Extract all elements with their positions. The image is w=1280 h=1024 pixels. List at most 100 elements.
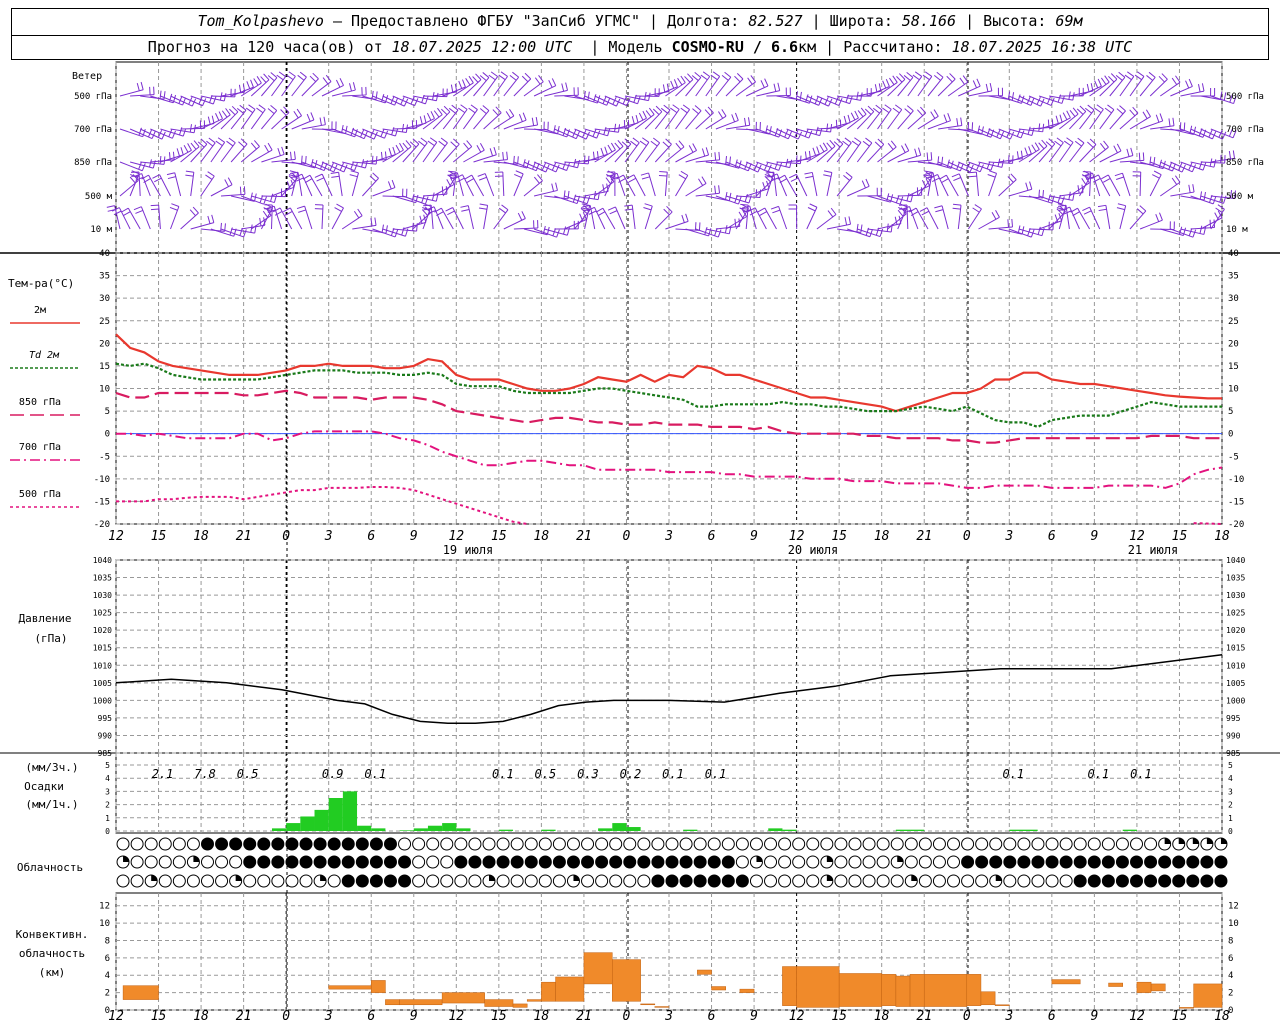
conv-xtick: 6 xyxy=(708,1009,716,1024)
conv-ytick-right: 4 xyxy=(1228,971,1233,981)
wind-barb-feather xyxy=(772,209,781,214)
wind-barb-feather xyxy=(121,207,129,213)
wind-barb-feather xyxy=(655,105,663,113)
wind-barb-feather xyxy=(498,74,506,81)
conv-xtick: 21 xyxy=(576,1009,592,1024)
cloud-symbol xyxy=(341,874,355,888)
temp-xtick: 15 xyxy=(1172,529,1188,544)
wind-barb-feather xyxy=(937,156,940,165)
wind-barb xyxy=(473,77,490,97)
wind-barb-feather xyxy=(1104,75,1110,83)
cloud-symbol xyxy=(764,837,778,851)
wind-barb-feather xyxy=(264,144,270,153)
wind-barb-feather xyxy=(412,138,420,145)
model-unit: км xyxy=(798,38,817,56)
wind-barb-feather xyxy=(429,137,438,143)
cloud-symbol xyxy=(1087,874,1101,888)
wind-barb-feather xyxy=(604,146,608,155)
date-label: 19 июля xyxy=(443,543,494,557)
wind-barb-feather xyxy=(168,129,173,137)
cloud-symbol xyxy=(468,837,482,851)
wind-barb-feather xyxy=(250,142,257,150)
wind-barb-feather xyxy=(373,131,378,140)
wind-barb-feather xyxy=(178,95,183,104)
wind-barb-feather xyxy=(824,96,829,105)
wind-barb-feather xyxy=(293,151,296,160)
wind-barb-feather xyxy=(882,107,890,114)
wind-barb-feather xyxy=(1070,207,1078,213)
cloud-symbol xyxy=(538,837,552,851)
wind-barb-feather xyxy=(239,104,247,111)
temp-ytick-left: 5 xyxy=(105,407,110,417)
wind-barb-feather xyxy=(380,129,385,137)
wind-barb-feather xyxy=(830,207,837,215)
wind-barb-feather xyxy=(919,207,928,212)
cloud-symbol xyxy=(130,837,144,851)
wind-barb-feather xyxy=(1191,164,1197,173)
wind-barb-feather xyxy=(583,91,586,100)
wind-barb-feather xyxy=(672,104,680,110)
conv-ytick-left: 8 xyxy=(105,936,110,946)
precip-bar xyxy=(371,828,386,831)
press-ytick-right: 1015 xyxy=(1226,644,1245,653)
wind-barb-feather xyxy=(583,155,586,164)
wind-barb-feather xyxy=(1183,122,1186,131)
wind-barb-feather xyxy=(296,205,305,210)
wind-barb xyxy=(1160,81,1181,97)
wind-barb-feather xyxy=(354,129,358,137)
cloud-symbol xyxy=(144,837,158,851)
precip-bar xyxy=(683,829,698,831)
wind-barb-feather xyxy=(848,216,852,225)
wind-barb-feather xyxy=(1063,210,1072,215)
wind-barb xyxy=(129,173,140,197)
cloud-symbol xyxy=(806,855,820,869)
cloud-symbol xyxy=(890,837,904,851)
wind-barb-feather xyxy=(129,176,136,184)
wind-barb-feather xyxy=(875,104,883,111)
wind-barb-feather xyxy=(167,176,176,180)
wind-barb-feather xyxy=(904,143,910,151)
precip-bar xyxy=(442,823,457,831)
cloud-symbol xyxy=(426,837,440,851)
wind-barb-feather xyxy=(1108,75,1115,83)
wind-barb xyxy=(941,205,949,230)
wind-barb-feather xyxy=(478,207,488,210)
forecast-label: Прогноз на 120 часа(ов) от xyxy=(147,38,383,56)
wind-barb-feather xyxy=(437,107,443,115)
wind-barb-feather xyxy=(1129,109,1136,117)
cloud-symbol xyxy=(383,874,397,888)
cloud-symbol xyxy=(229,855,243,869)
conv-ytick-left: 10 xyxy=(99,919,110,929)
wind-barb-feather xyxy=(211,115,215,124)
cloud-symbol xyxy=(876,855,890,869)
wind-barb-feather xyxy=(626,174,635,180)
wind-barb-feather xyxy=(626,98,631,106)
wind-barb-feather xyxy=(260,76,267,83)
cloud-symbol xyxy=(778,874,792,888)
wind-barb-feather xyxy=(757,207,766,213)
wind-barb-feather xyxy=(1061,95,1065,104)
cloud-symbol xyxy=(623,837,637,851)
wind-barb-feather xyxy=(514,174,522,179)
cloud-symbol xyxy=(595,837,609,851)
press-ytick-left: 1030 xyxy=(93,591,112,600)
wind-barb-feather xyxy=(283,207,291,213)
wind-barb-feather xyxy=(1047,194,1051,203)
cloud-symbol xyxy=(1073,837,1087,851)
wind-barb-feather xyxy=(349,174,358,178)
wind-barb xyxy=(493,209,509,230)
cloud-symbol xyxy=(735,855,749,869)
wind-barb xyxy=(200,95,225,102)
cloud-symbol xyxy=(623,874,637,888)
wind-barb xyxy=(1097,174,1111,197)
cloud-symbol xyxy=(1172,855,1186,869)
wind-barb xyxy=(372,187,396,197)
cloud-symbol-part xyxy=(151,875,158,881)
wind-barb-feather xyxy=(1168,118,1171,127)
wind-barb-feather xyxy=(1089,138,1097,145)
conv-ytick-right: 8 xyxy=(1228,936,1233,946)
wind-barb-feather xyxy=(172,151,175,160)
wind-title: Ветер xyxy=(72,71,102,82)
press-ytick-left: 1020 xyxy=(93,626,112,635)
wind-barb xyxy=(1099,150,1122,163)
